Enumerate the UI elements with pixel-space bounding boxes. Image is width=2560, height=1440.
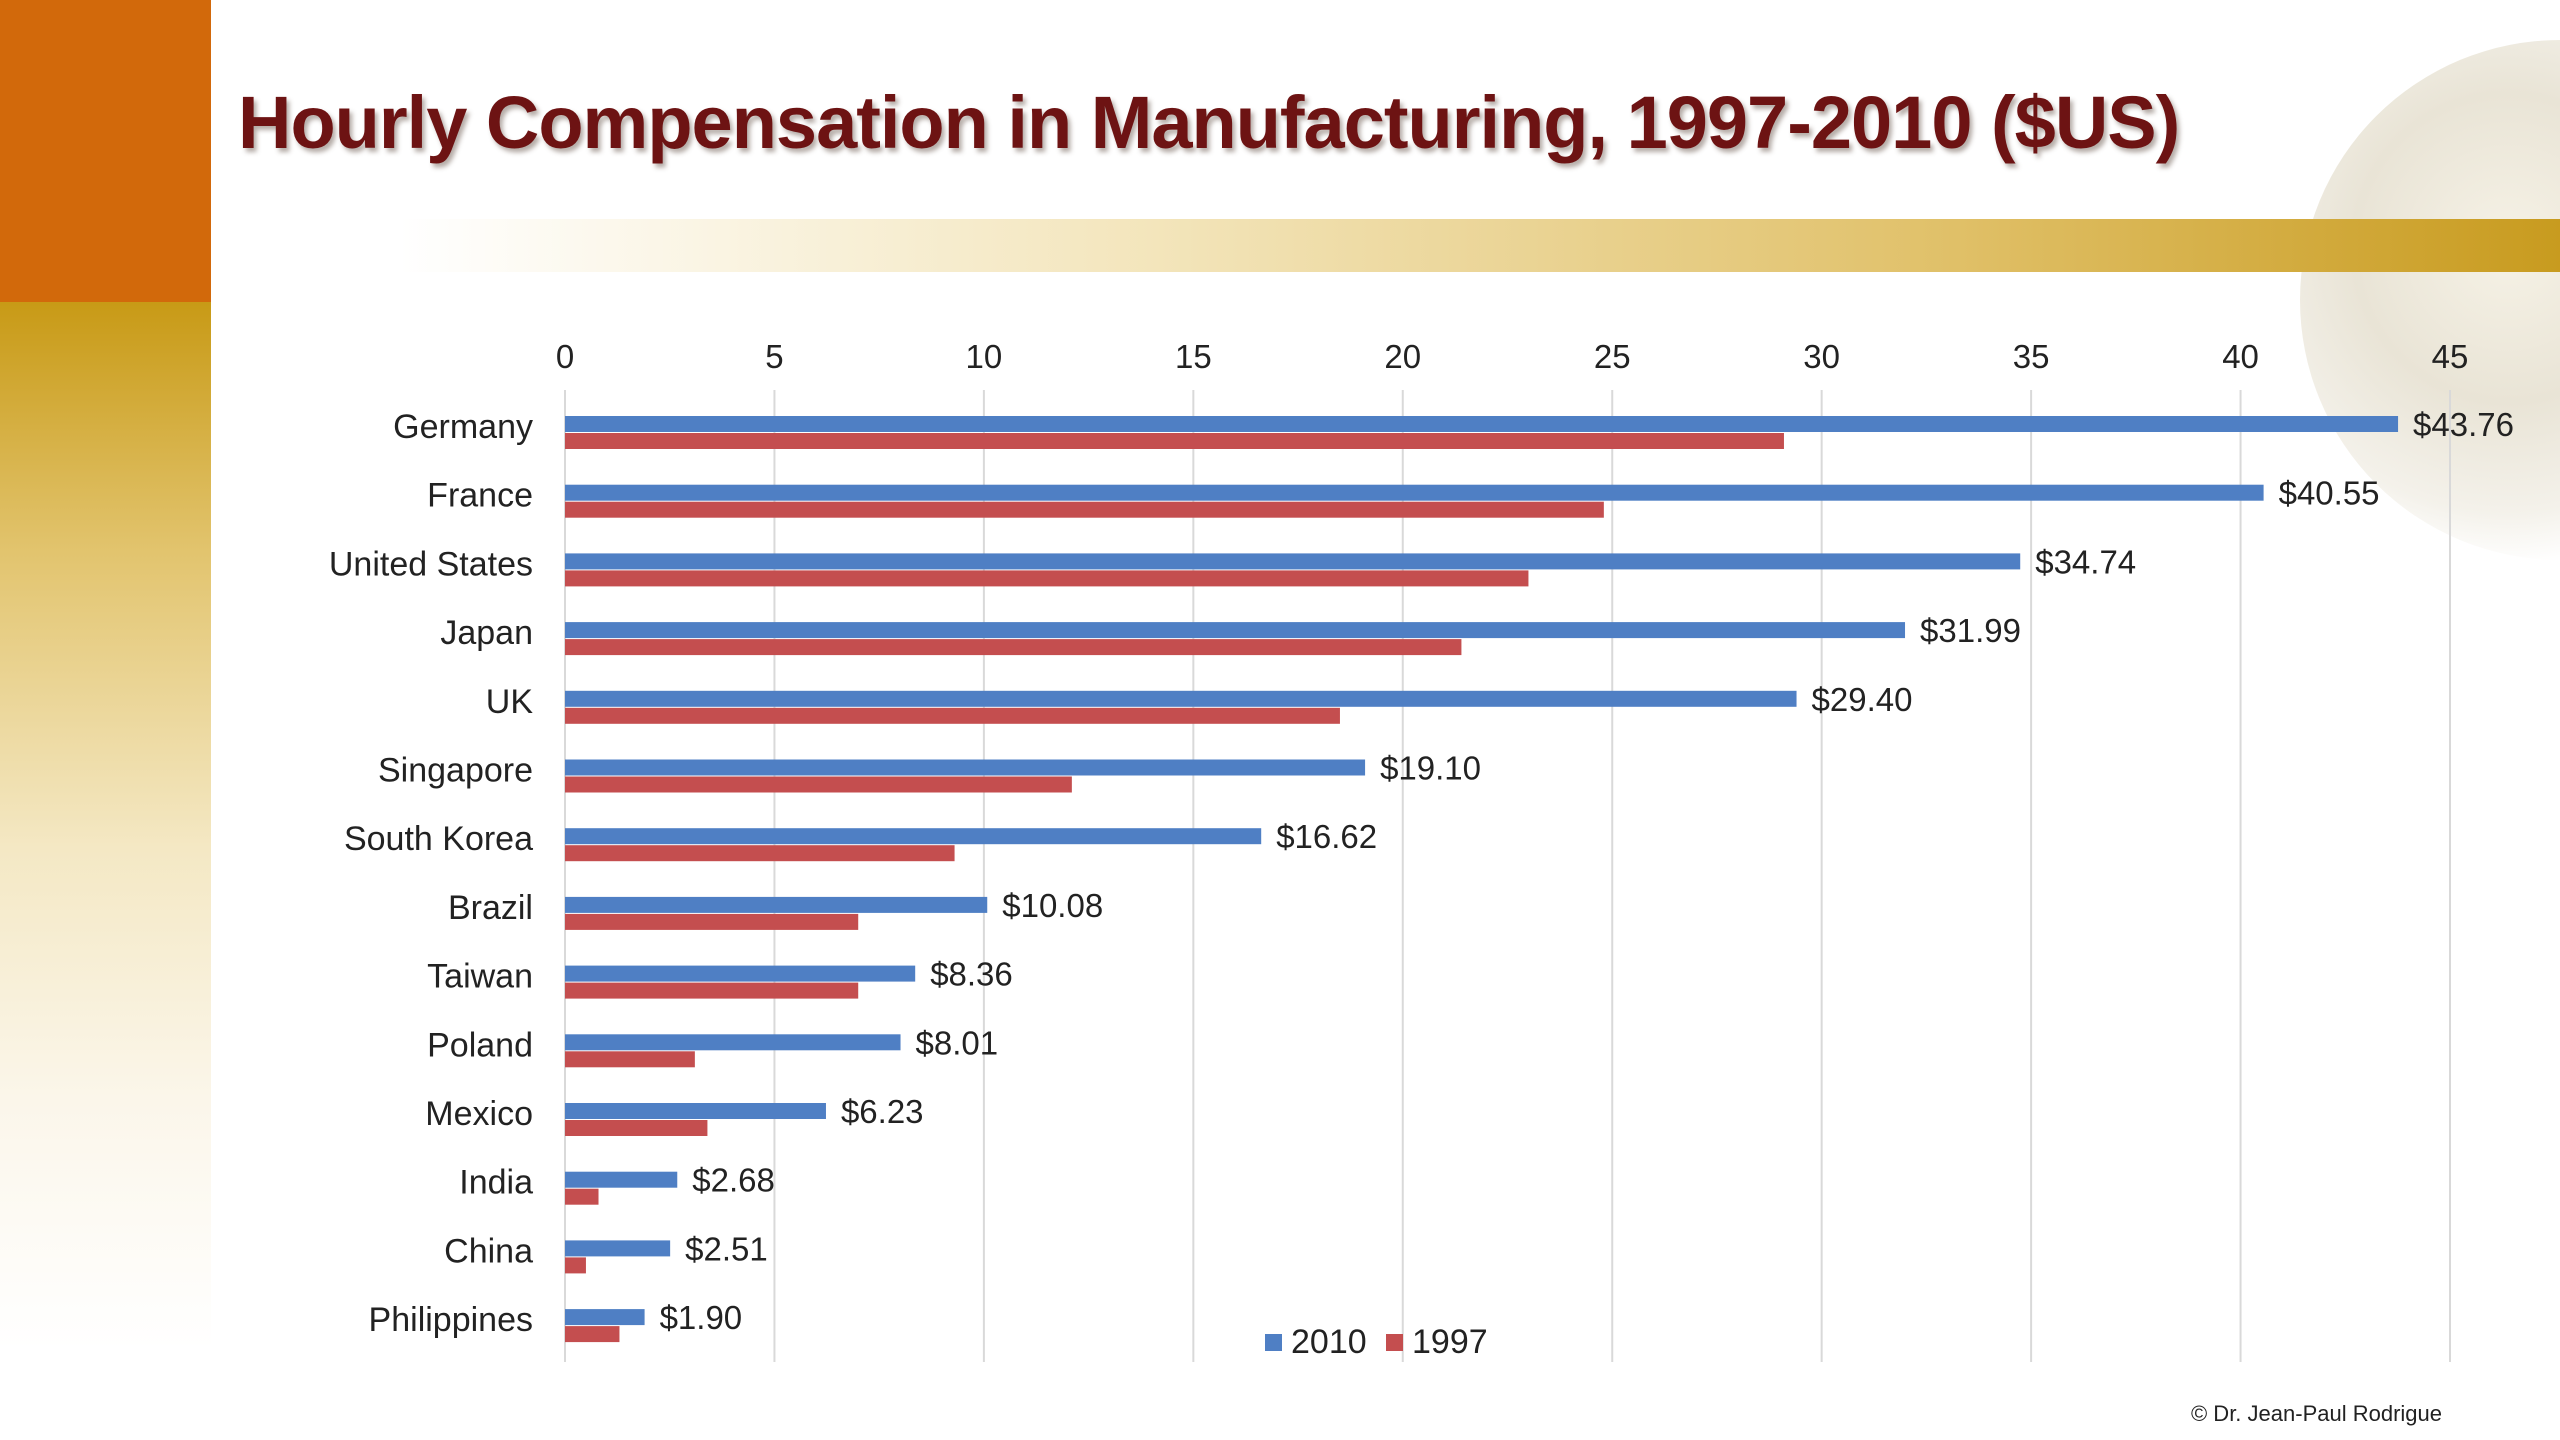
slide-title: Hourly Compensation in Manufacturing, 19… (238, 81, 2180, 164)
category-label: Philippines (369, 1301, 533, 1339)
category-label: South Korea (344, 820, 533, 858)
x-tick-label: 15 (1175, 338, 1212, 375)
x-tick-label: 35 (2013, 338, 2050, 375)
bar-2010 (565, 896, 988, 913)
bar-1997 (565, 913, 859, 930)
category-label: India (459, 1164, 533, 1202)
data-label-2010: $8.36 (930, 956, 1013, 993)
bar-1997 (565, 1257, 586, 1274)
data-label-2010: $34.74 (2035, 543, 2136, 580)
bar-2010 (565, 1171, 678, 1188)
bar-1997 (565, 433, 1784, 449)
bar-2010 (565, 622, 1906, 639)
data-label-2010: $2.51 (685, 1230, 768, 1267)
data-label-2010: $29.40 (1812, 681, 1913, 718)
category-label: Brazil (448, 889, 533, 927)
legend-swatch-2010 (1265, 1334, 1282, 1351)
left-gold-gradient-bar (0, 302, 211, 1440)
bar-2010 (565, 484, 2264, 501)
legend-swatch-1997 (1386, 1334, 1403, 1351)
data-label-2010: $8.01 (916, 1024, 999, 1061)
bar-1997 (565, 982, 859, 999)
data-label-2010: $43.76 (2413, 406, 2514, 443)
left-orange-block (0, 0, 211, 302)
category-label: United States (329, 545, 533, 583)
x-tick-label: 5 (765, 338, 783, 375)
category-label: UK (486, 683, 534, 721)
x-tick-label: 20 (1384, 338, 1421, 375)
bar-1997 (565, 1188, 599, 1205)
x-tick-label: 45 (2432, 338, 2469, 375)
category-label: Singapore (378, 752, 533, 790)
bar-2010 (565, 1240, 671, 1257)
bar-1997 (565, 1051, 695, 1068)
category-label: China (444, 1232, 533, 1270)
x-tick-label: 25 (1594, 338, 1631, 375)
data-label-2010: $16.62 (1276, 818, 1377, 855)
bar-1997 (565, 845, 955, 862)
bar-2010 (565, 690, 1797, 707)
bar-1997 (565, 1120, 708, 1136)
category-label: France (427, 477, 533, 515)
bar-2010 (565, 553, 2021, 570)
data-label-2010: $2.68 (692, 1162, 775, 1199)
category-label: Mexico (425, 1095, 533, 1133)
data-label-2010: $19.10 (1380, 750, 1481, 787)
bar-2010 (565, 1309, 645, 1326)
category-label: Poland (427, 1026, 533, 1064)
gold-gradient-band (400, 219, 2560, 272)
bar-2010 (565, 1103, 826, 1119)
category-label: Germany (393, 408, 533, 446)
bar-2010 (565, 759, 1366, 776)
data-label-2010: $1.90 (660, 1299, 743, 1336)
category-label: Japan (440, 614, 533, 652)
copyright-notice: © Dr. Jean-Paul Rodrigue (2190, 1401, 2442, 1426)
bar-1997 (565, 639, 1462, 656)
legend-label-1997: 1997 (1412, 1323, 1488, 1361)
bar-1997 (565, 1326, 620, 1343)
bar-1997 (565, 501, 1604, 518)
data-label-2010: $40.55 (2279, 475, 2380, 512)
data-label-2010: $31.99 (1920, 612, 2021, 649)
x-tick-label: 40 (2222, 338, 2259, 375)
bar-2010 (565, 828, 1262, 845)
x-tick-label: 10 (966, 338, 1003, 375)
bar-2010 (565, 965, 916, 982)
bar-1997 (565, 570, 1529, 587)
category-label: Taiwan (427, 958, 533, 996)
bar-1997 (565, 776, 1072, 793)
x-tick-label: 30 (1803, 338, 1840, 375)
bar-1997 (565, 707, 1340, 724)
legend-label-2010: 2010 (1291, 1323, 1367, 1361)
data-label-2010: $10.08 (1002, 887, 1103, 924)
bar-2010 (565, 1034, 901, 1051)
x-tick-label: 0 (556, 338, 574, 375)
bar-2010 (565, 416, 2399, 432)
data-label-2010: $6.23 (841, 1093, 924, 1130)
